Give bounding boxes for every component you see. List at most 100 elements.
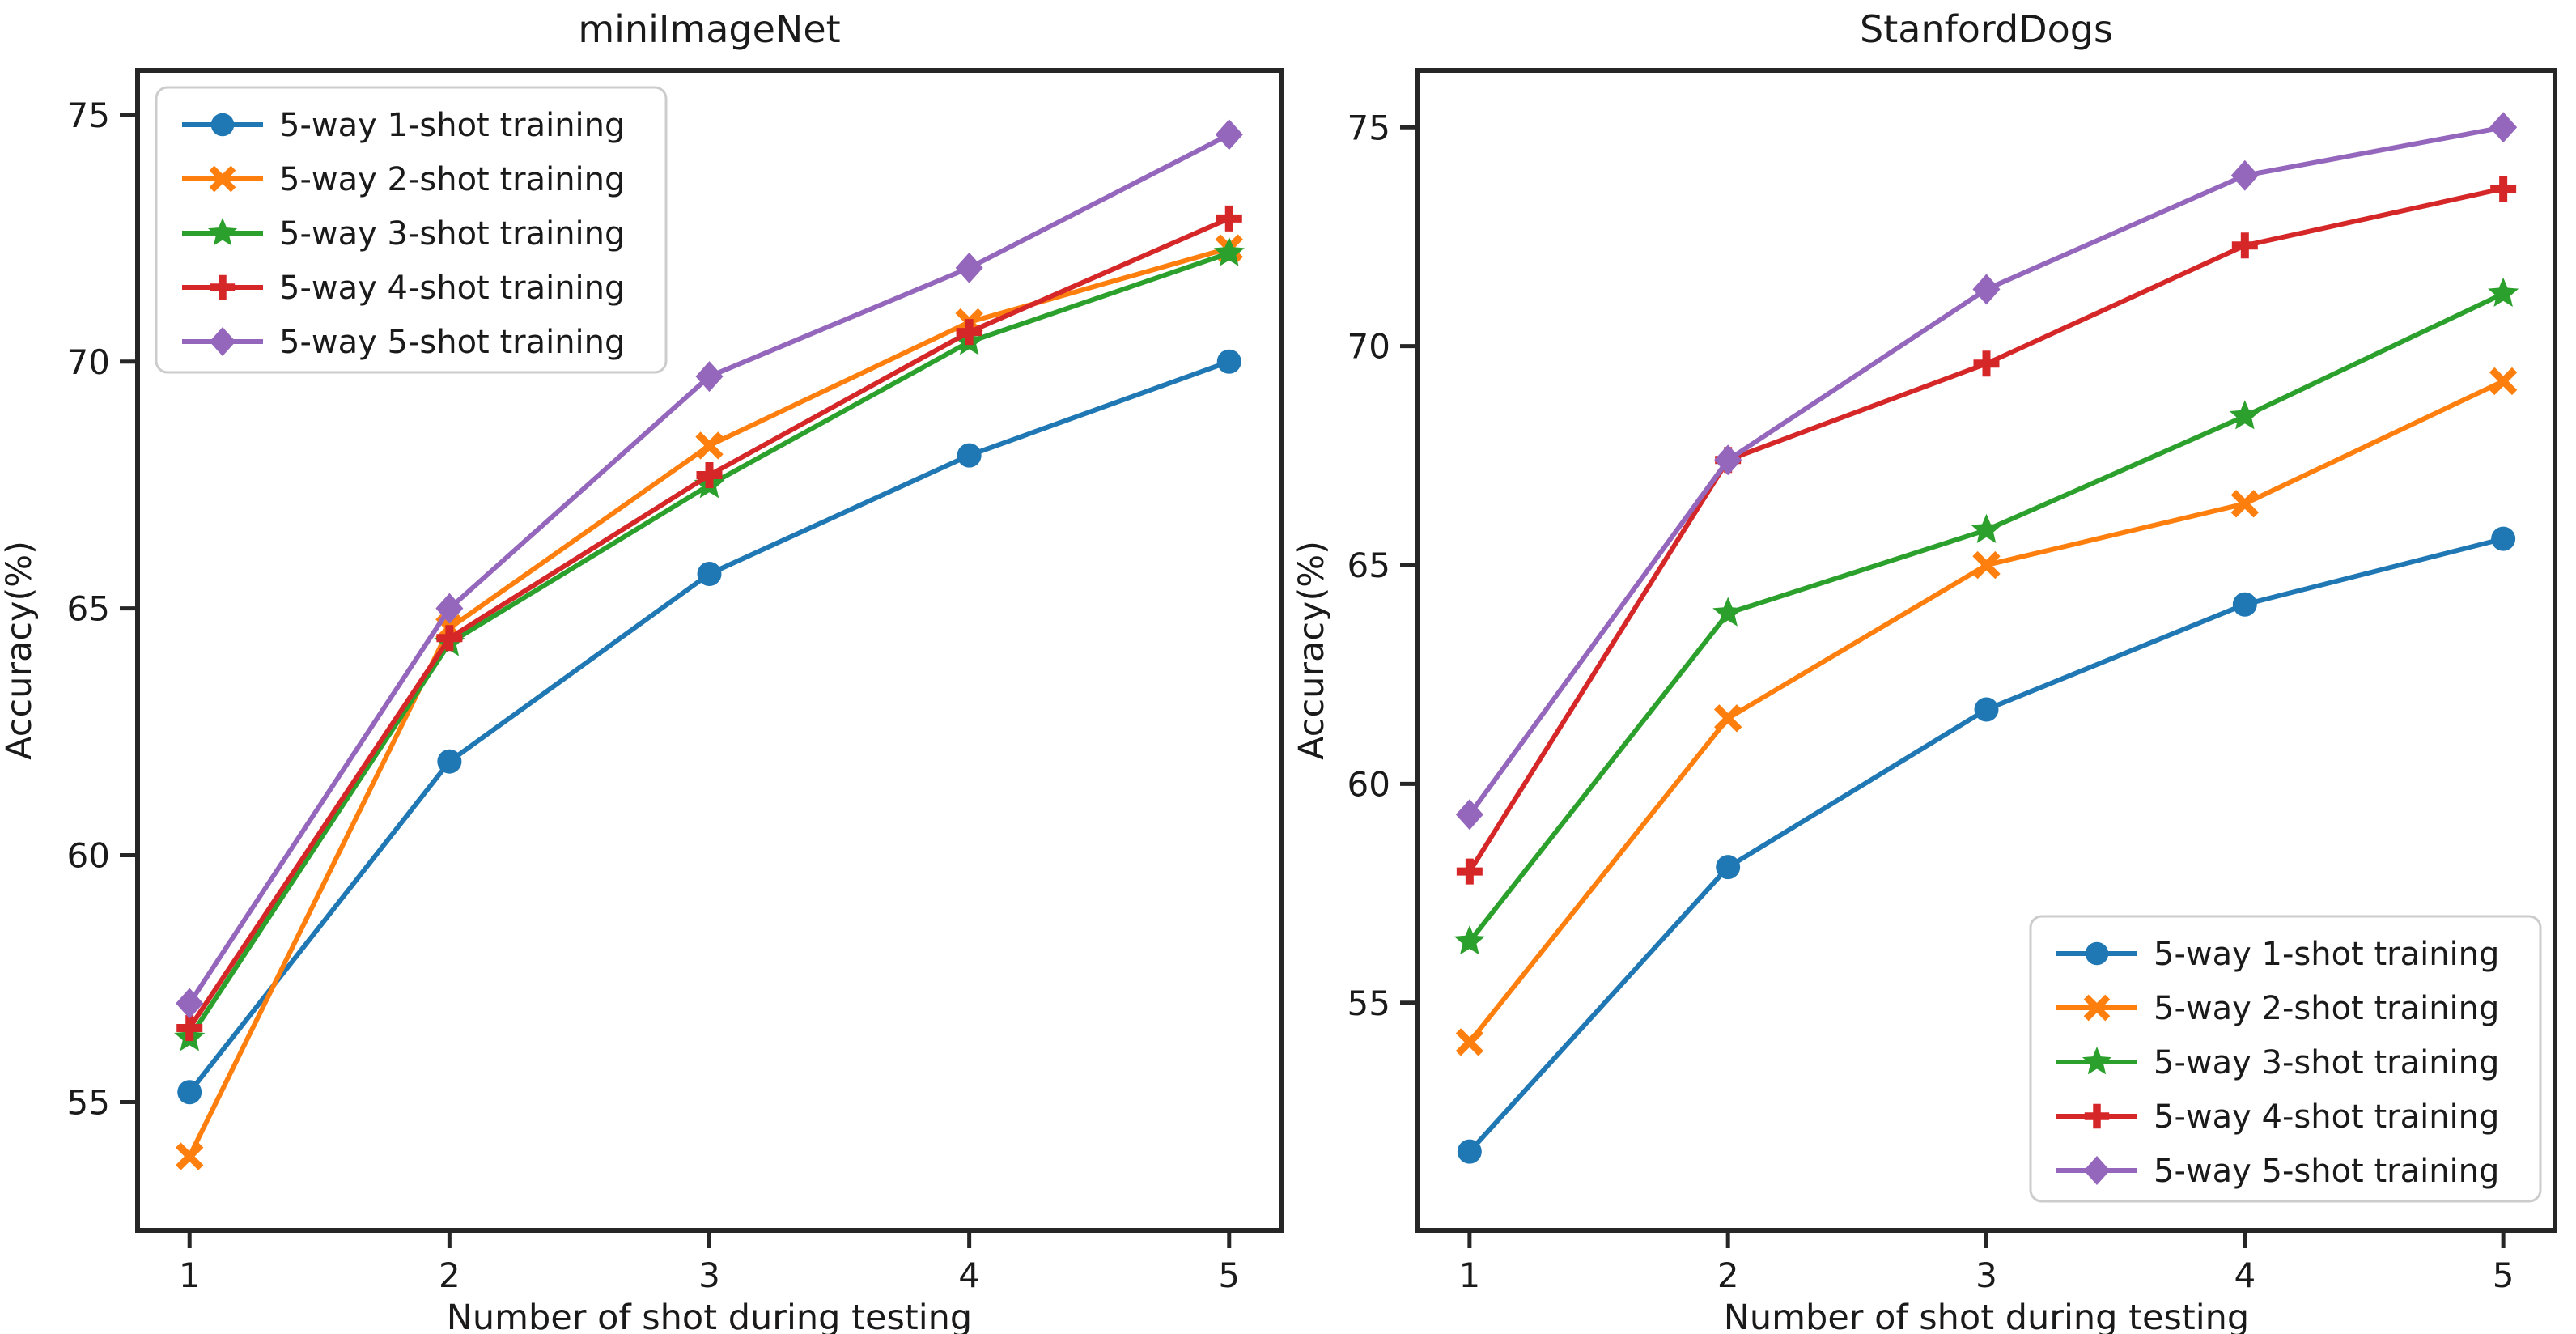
y-tick-label: 55: [1347, 984, 1390, 1023]
legend: 5-way 1-shot training 5-way 2-shot traini…: [155, 86, 668, 374]
x-axis: 1 2 3 4 5: [179, 1230, 1240, 1295]
y-tick-label: 60: [67, 836, 110, 876]
circle-marker: [1716, 855, 1741, 880]
chart-title: StanfordDogs: [1860, 7, 2113, 51]
legend-label: 5-way 2-shot training: [279, 161, 625, 198]
y-axis: 55 60 65 70 75: [1347, 108, 1418, 1023]
diamond-marker: [209, 326, 236, 357]
x-tick-label: 4: [2234, 1255, 2256, 1295]
diamond-marker: [1215, 119, 1243, 151]
series-5-way-1-shot-training: [1457, 526, 2516, 1164]
legend-item: 5-way 2-shot training: [182, 161, 625, 198]
circle-marker: [1457, 1139, 1482, 1164]
legend-label: 5-way 5-shot training: [279, 324, 625, 361]
circle-marker: [177, 1080, 202, 1105]
legend-label: 5-way 1-shot training: [2154, 936, 2499, 973]
x-tick-label: 5: [1218, 1255, 1240, 1295]
star-marker: [1213, 236, 1245, 266]
x-tick-label: 5: [2493, 1255, 2514, 1295]
star-marker: [2229, 400, 2260, 430]
plus-marker: [956, 319, 982, 346]
y-tick-label: 70: [67, 342, 110, 382]
star-marker: [1971, 513, 2002, 543]
circle-marker: [210, 113, 235, 137]
plus-marker: [696, 462, 723, 489]
x-tick-label: 3: [1975, 1255, 1997, 1295]
x-marker: [1714, 704, 1742, 733]
legend-item: 5-way 5-shot training: [182, 324, 625, 361]
circle-marker: [697, 561, 722, 586]
plus-marker: [176, 1014, 203, 1041]
x-marker: [1455, 1028, 1484, 1056]
x-marker: [176, 1142, 204, 1170]
x-tick-label: 1: [1458, 1255, 1480, 1295]
legend-item: 5-way 4-shot training: [2056, 1098, 2499, 1136]
plus-marker: [2231, 232, 2258, 259]
plus-marker: [436, 625, 463, 652]
x-tick-label: 2: [439, 1255, 460, 1295]
x-marker: [695, 431, 724, 460]
x-tick-label: 3: [698, 1255, 720, 1295]
legend-item: 5-way 3-shot training: [2056, 1044, 2499, 1081]
y-axis: 55 60 65 70 75: [67, 96, 138, 1122]
y-tick-label: 65: [67, 589, 110, 629]
star-marker: [2488, 277, 2519, 307]
x-marker: [1972, 550, 2001, 580]
legend-box: [155, 86, 668, 374]
diamond-marker: [1455, 799, 1483, 831]
star-marker: [2082, 1047, 2112, 1075]
x-tick-label: 1: [179, 1255, 201, 1295]
star-marker: [1712, 597, 1744, 627]
legend-item: 5-way 2-shot training: [2056, 990, 2499, 1027]
series-5-way-3-shot-training: [1454, 277, 2519, 955]
diamond-marker: [1714, 444, 1742, 476]
plus-marker: [2490, 176, 2517, 202]
y-tick-label: 75: [1347, 108, 1390, 147]
legend-label: 5-way 2-shot training: [2154, 990, 2499, 1027]
circle-marker: [2491, 526, 2516, 551]
legend-item: 5-way 3-shot training: [182, 215, 625, 253]
plus-marker: [1216, 205, 1242, 232]
diamond-marker: [176, 988, 204, 1019]
y-tick-label: 65: [1347, 546, 1390, 585]
circle-marker: [1216, 349, 1241, 374]
legend-box: [2029, 915, 2542, 1203]
diamond-marker: [955, 252, 983, 283]
diamond-marker: [1972, 274, 2001, 305]
legend-label: 5-way 4-shot training: [2154, 1098, 2499, 1136]
x-axis-label: Number of shot during testing: [1724, 1298, 2249, 1334]
x-axis: 1 2 3 4 5: [1458, 1230, 2514, 1295]
circle-marker: [2085, 941, 2109, 966]
series-5-way-1-shot-training: [177, 349, 1241, 1105]
legend-label: 5-way 5-shot training: [2154, 1153, 2499, 1190]
diamond-marker: [695, 361, 724, 393]
legend-label: 5-way 1-shot training: [279, 107, 625, 144]
mini-imagenet-chart: miniImageNet 55 60 65 70 75 1 2 3 4 5 Number of sho…: [0, 7, 1284, 1334]
diamond-marker: [2083, 1155, 2111, 1186]
legend-label: 5-way 3-shot training: [279, 215, 625, 253]
plus-marker: [210, 274, 236, 300]
plus-marker: [1456, 858, 1483, 885]
x-tick-label: 4: [958, 1255, 980, 1295]
y-tick-label: 70: [1347, 327, 1390, 367]
x-marker: [2489, 367, 2518, 396]
diamond-marker: [435, 593, 464, 624]
legend-label: 5-way 4-shot training: [279, 270, 625, 307]
legend-item: 5-way 4-shot training: [182, 270, 625, 307]
legend: 5-way 1-shot training 5-way 2-shot traini…: [2029, 915, 2542, 1203]
star-marker: [207, 218, 238, 246]
chart-title: miniImageNet: [578, 7, 840, 51]
legend-label: 5-way 3-shot training: [2154, 1044, 2499, 1081]
x-marker: [2083, 994, 2111, 1022]
x-axis-label: Number of shot during testing: [447, 1298, 972, 1334]
x-marker: [209, 165, 236, 193]
legend-item: 5-way 1-shot training: [2056, 936, 2499, 973]
x-tick-label: 2: [1717, 1255, 1739, 1295]
diamond-marker: [2230, 159, 2259, 191]
star-marker: [1454, 925, 1485, 955]
y-tick-label: 75: [67, 96, 110, 135]
series-5-way-4-shot-training: [176, 205, 1242, 1041]
circle-marker: [2232, 592, 2257, 617]
stanford-dogs-chart: StanfordDogs 55 60 65 70 75 1 2 3 4 5 Number of sho…: [1292, 7, 2557, 1334]
plus-marker: [2084, 1103, 2110, 1129]
